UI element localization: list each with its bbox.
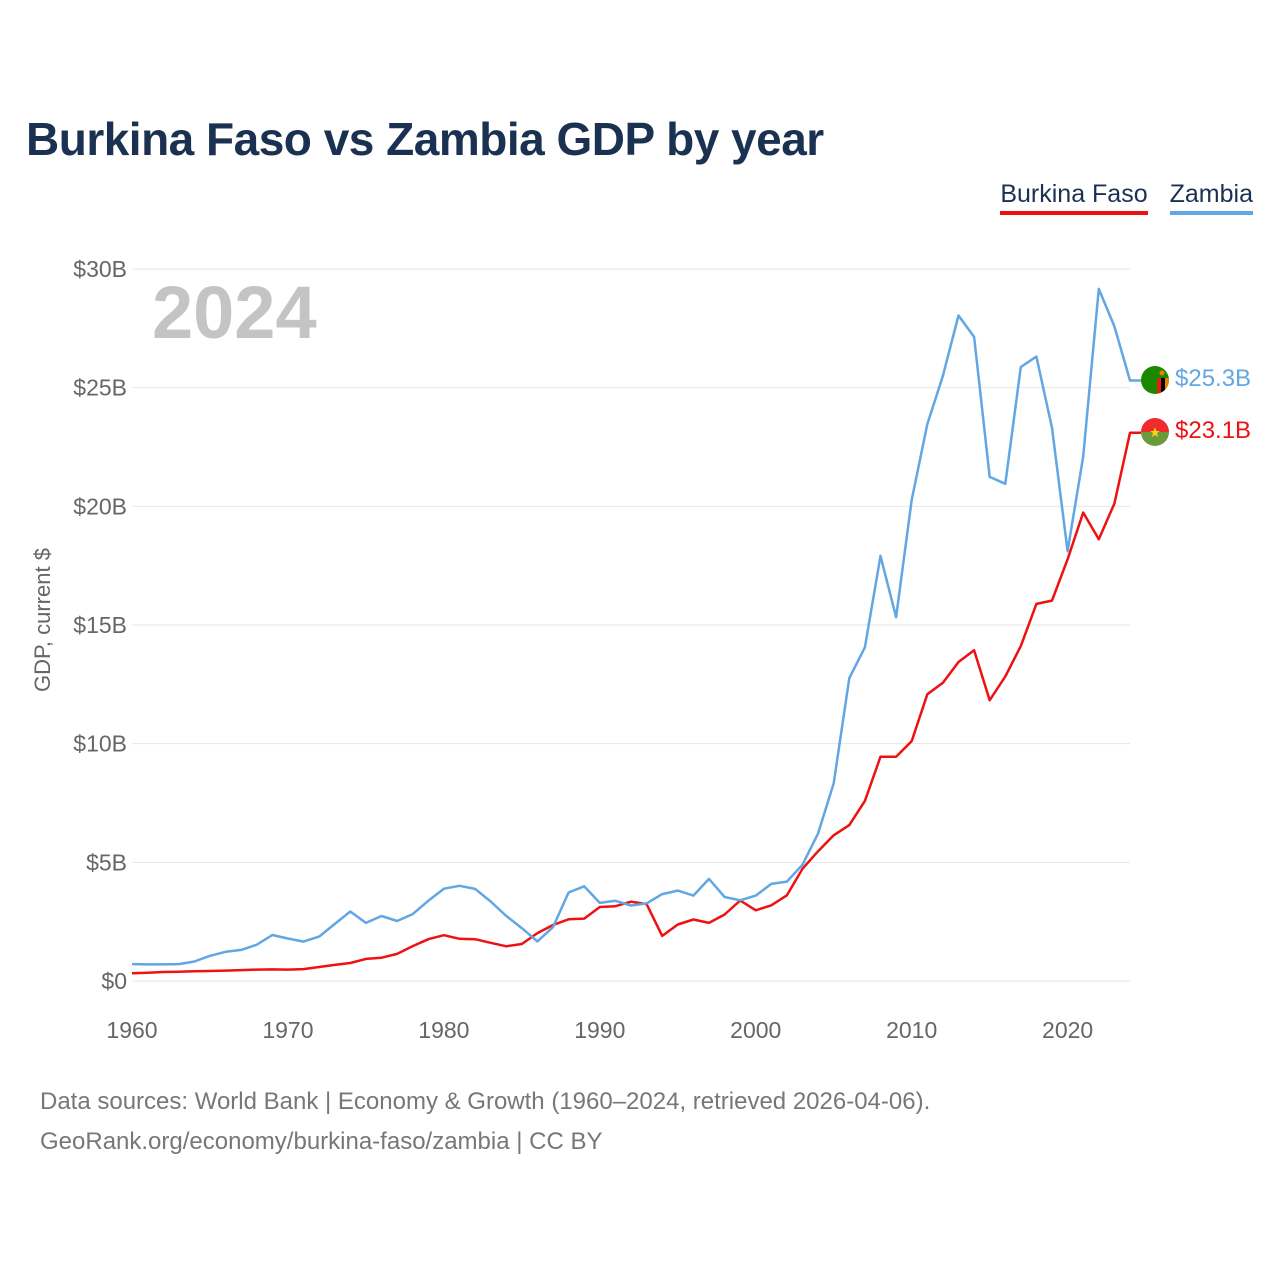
gdp-line-chart: $0$5B$10B$15B$20B$25B$30B 1960 1970 1980 19… [30,256,1251,1043]
grid-lines [132,268,1130,982]
year-watermark: 2024 [152,271,317,354]
source-line-2: GeoRank.org/economy/burkina-faso/zambia … [40,1128,603,1155]
x-tick-label: 1990 [574,1017,625,1043]
series-line-burkina-faso[interactable] [131,431,1141,975]
x-tick-label: 2010 [886,1017,937,1043]
y-tick-labels: $0 $5B $10B $15B $20B $25B $30B [73,256,127,994]
legend-burkina-faso[interactable]: Burkina Faso [1000,180,1148,215]
y-tick-label: $10B [73,731,127,757]
x-tick-label: 2000 [730,1017,781,1043]
y-tick-label: $15B [73,612,127,638]
end-label-zambia: $25.3B [1175,365,1251,392]
y-tick-label: $0 [101,968,127,994]
source-line-1: Data sources: World Bank | Economy & Gro… [40,1088,931,1115]
y-tick-label: $25B [73,375,127,401]
burkina-faso-flag-icon [1141,418,1169,446]
legend-zambia[interactable]: Zambia [1169,180,1253,215]
x-tick-label: 2020 [1042,1017,1093,1043]
x-tick-label: 1960 [106,1017,157,1043]
end-label-burkina-faso: $23.1B [1175,417,1251,444]
y-tick-label: $30B [73,256,127,282]
x-tick-label: 1980 [418,1017,469,1043]
series-line-zambia[interactable] [131,287,1141,966]
legend: Burkina Faso Zambia [1000,180,1253,215]
zambia-flag-icon [1141,366,1169,394]
y-tick-label: $5B [86,849,127,875]
y-tick-label: $20B [73,493,127,519]
chart-title: Burkina Faso vs Zambia GDP by year [26,113,824,165]
source-note: Data sources: World Bank | Economy & Gro… [40,1082,930,1162]
y-axis-label: GDP, current $ [30,548,55,692]
x-tick-labels: 1960 1970 1980 1990 2000 2010 2020 [106,1017,1093,1043]
x-tick-label: 1970 [262,1017,313,1043]
